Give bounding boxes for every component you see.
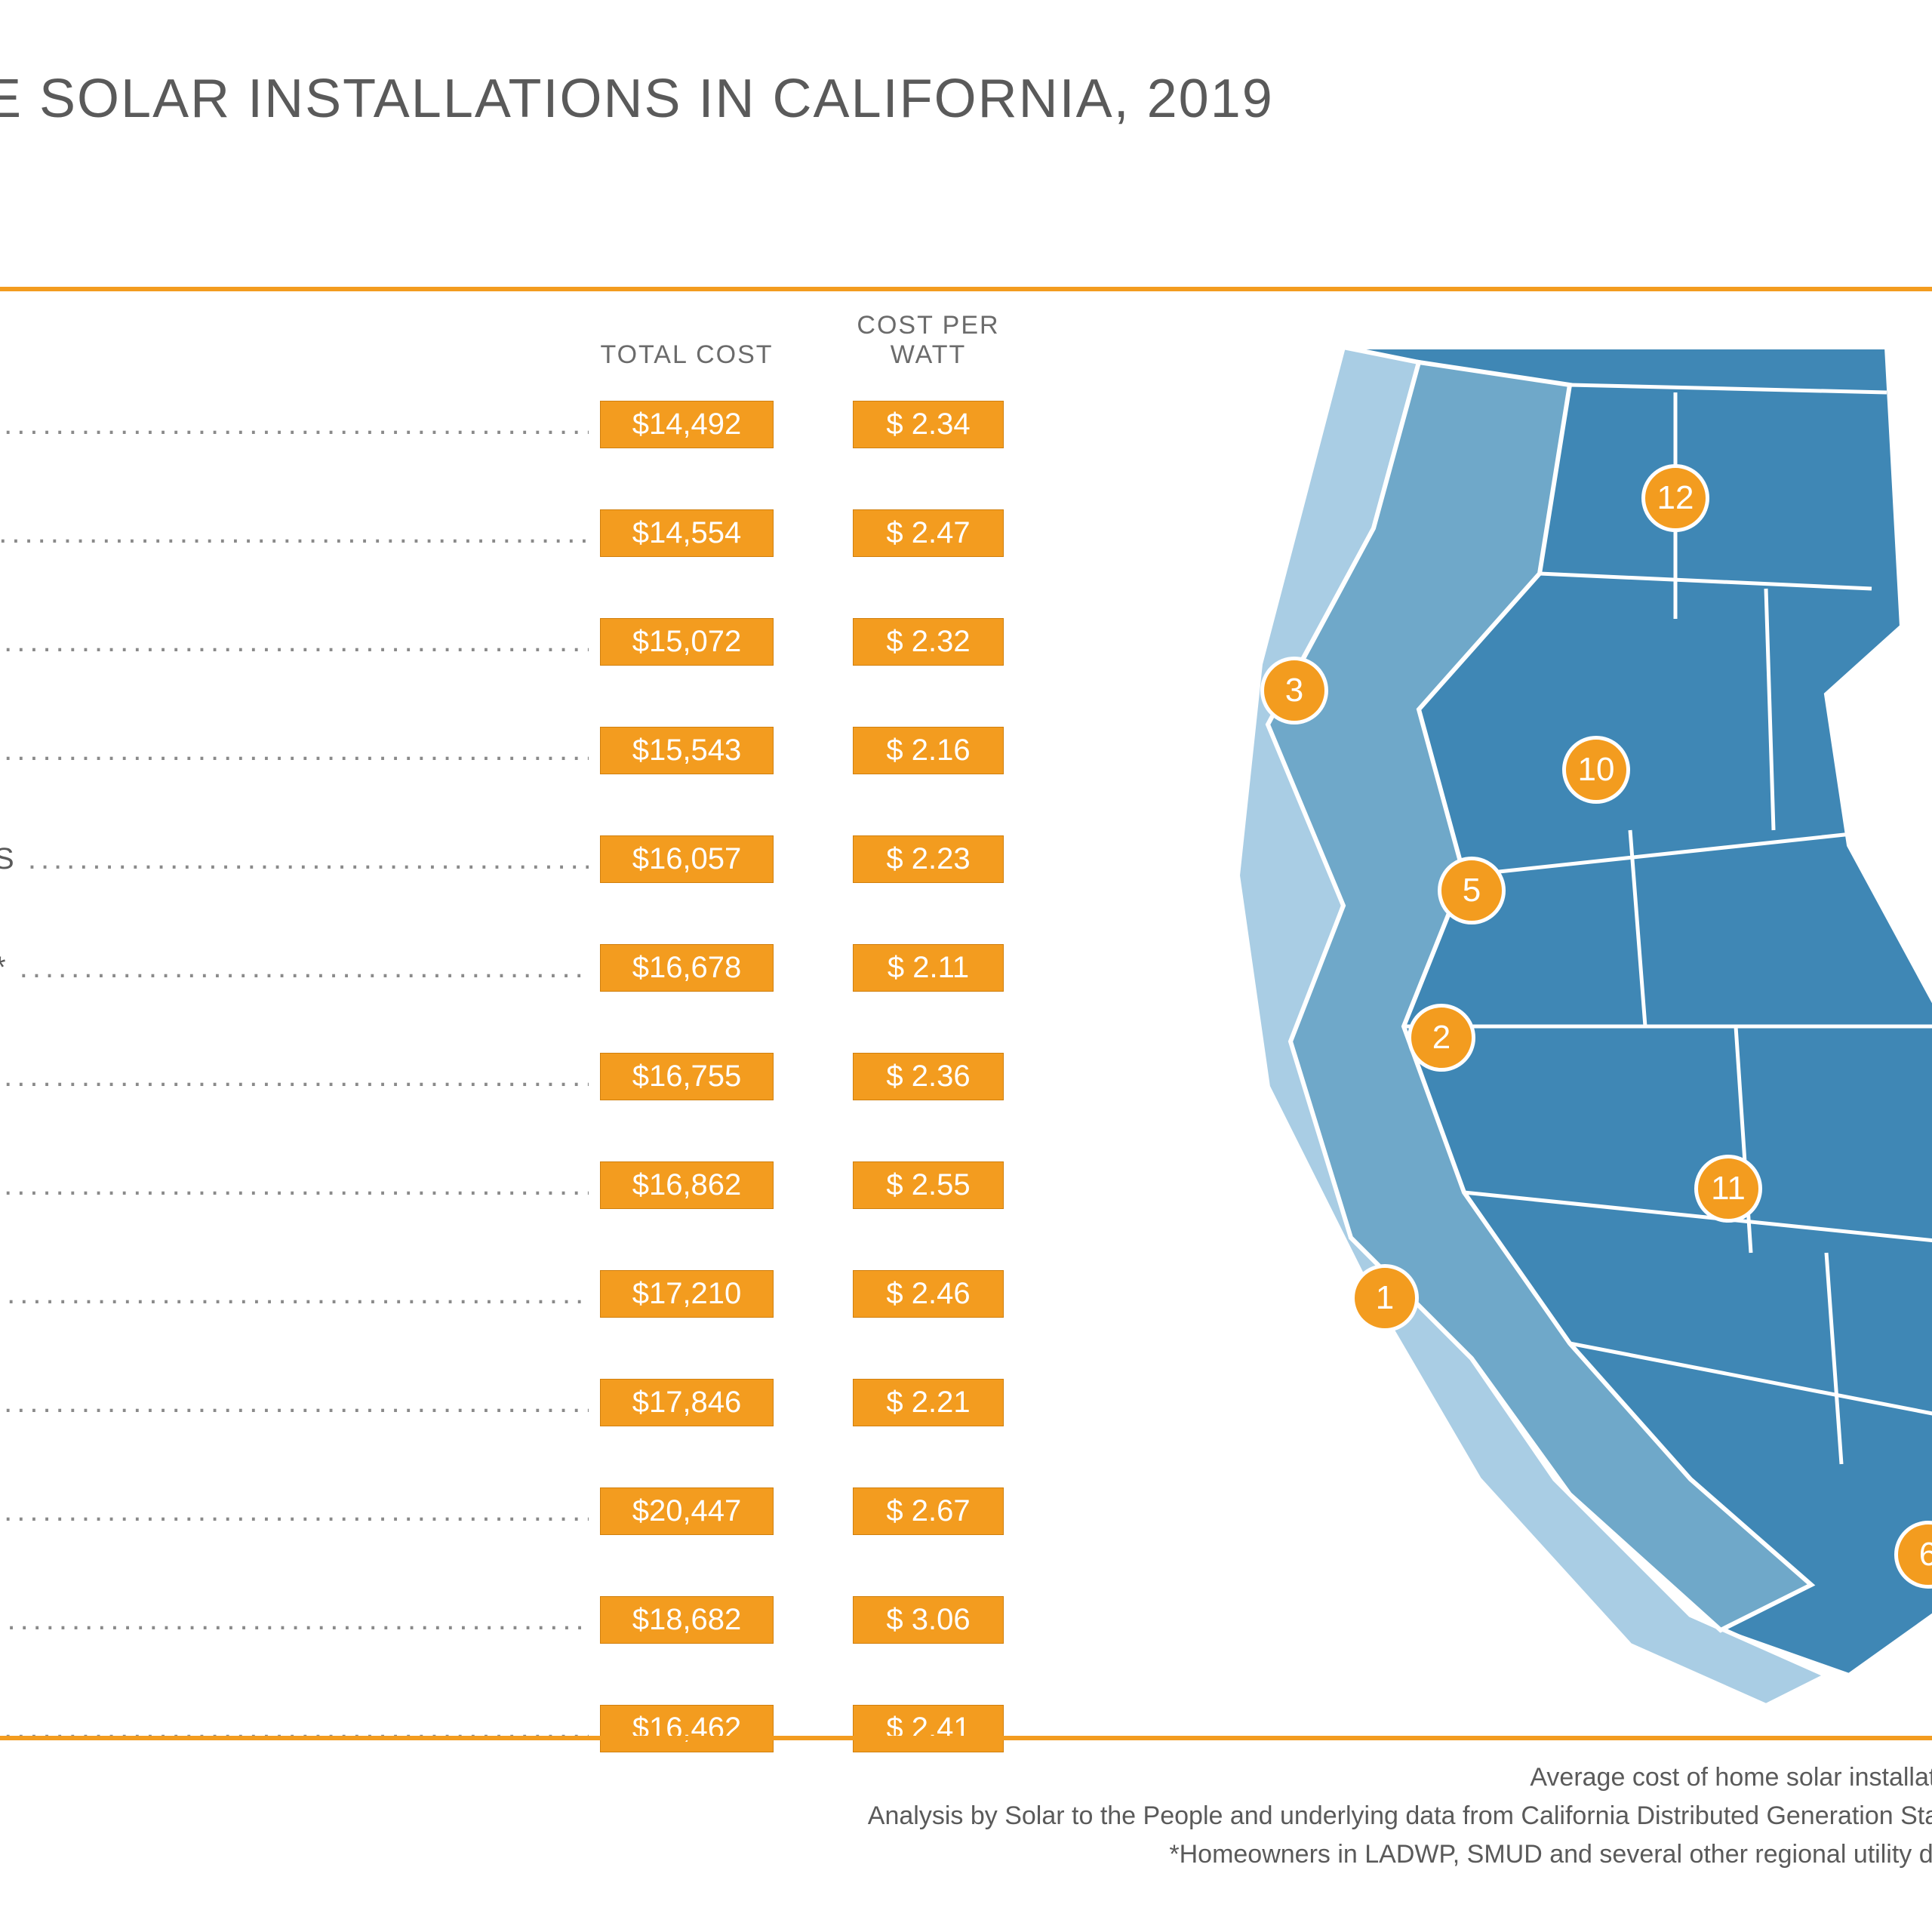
cost-per-watt-cell: $ 2.34 bbox=[815, 401, 1041, 448]
total-cost-value: $16,462 bbox=[600, 1705, 774, 1752]
cost-per-watt-value: $ 2.36 bbox=[853, 1053, 1004, 1100]
table-row: $16,755 $ 2.36 bbox=[0, 1022, 1041, 1131]
footnote-line: Analysis by Solar to the People and unde… bbox=[868, 1797, 1932, 1835]
region-label bbox=[0, 408, 589, 441]
cost-per-watt-value: $ 2.67 bbox=[853, 1487, 1004, 1535]
cost-per-watt-value: $ 2.55 bbox=[853, 1161, 1004, 1209]
divider-bottom bbox=[0, 1736, 1932, 1740]
cost-per-watt-cell: $ 2.46 bbox=[815, 1270, 1041, 1318]
total-cost-value: $20,447 bbox=[600, 1487, 774, 1535]
region-label: TA / CASCADES bbox=[0, 1603, 589, 1637]
map-marker[interactable]: 11 bbox=[1694, 1155, 1762, 1223]
table-row: $14,492 $ 2.34 bbox=[0, 370, 1041, 478]
map-marker[interactable]: 2 bbox=[1407, 1004, 1475, 1072]
total-cost-cell: $16,862 bbox=[589, 1161, 785, 1209]
region-label bbox=[0, 1060, 589, 1094]
map-marker[interactable]: 5 bbox=[1438, 857, 1506, 924]
total-cost-value: $17,210 bbox=[600, 1270, 774, 1318]
region-label bbox=[0, 734, 589, 768]
cost-per-watt-cell: $ 2.55 bbox=[815, 1161, 1041, 1209]
table-row: $17,846 $ 2.21 bbox=[0, 1348, 1041, 1457]
total-cost-cell: $15,072 bbox=[589, 618, 785, 666]
cost-per-watt-cell: $ 3.06 bbox=[815, 1596, 1041, 1644]
footnote-line: *Homeowners in LADWP, SMUD and several o… bbox=[868, 1835, 1932, 1874]
total-cost-cell: $14,492 bbox=[589, 401, 785, 448]
col-cost-per-watt: COST PER WATT bbox=[815, 311, 1041, 370]
total-cost-value: $15,072 bbox=[600, 618, 774, 666]
cost-per-watt-value: $ 2.34 bbox=[853, 401, 1004, 448]
cost-per-watt-cell: $ 2.32 bbox=[815, 618, 1041, 666]
cost-per-watt-value: $ 2.11 bbox=[853, 944, 1004, 992]
table-row: AREA $14,554 $ 2.47 bbox=[0, 478, 1041, 587]
total-cost-cell: $15,543 bbox=[589, 727, 785, 774]
total-cost-value: $16,755 bbox=[600, 1053, 774, 1100]
map-marker[interactable]: 10 bbox=[1562, 736, 1630, 804]
total-cost-value: $18,682 bbox=[600, 1596, 774, 1644]
table-row: $15,072 $ 2.32 bbox=[0, 587, 1041, 696]
cost-per-watt-value: $ 2.16 bbox=[853, 727, 1004, 774]
table-row: LANO COUNTIES $16,057 $ 2.23 bbox=[0, 804, 1041, 913]
cost-per-watt-value: $ 3.06 bbox=[853, 1596, 1004, 1644]
total-cost-value: $15,543 bbox=[600, 727, 774, 774]
table-row: $16,862 $ 2.55 bbox=[0, 1131, 1041, 1239]
total-cost-cell: $17,846 bbox=[589, 1379, 785, 1426]
region-label bbox=[0, 625, 589, 659]
cost-per-watt-value: $ 2.32 bbox=[853, 618, 1004, 666]
cost-table: TOTAL COST COST PER WATT $14,492 $ 2.34 AR… bbox=[0, 317, 1041, 1783]
total-cost-cell: $16,462 bbox=[589, 1705, 785, 1752]
map-marker[interactable]: 1 bbox=[1351, 1264, 1419, 1332]
region-label bbox=[0, 1386, 589, 1420]
cost-per-watt-cell: $ 2.23 bbox=[815, 835, 1041, 883]
cost-per-watt-cell: $ 2.21 bbox=[815, 1379, 1041, 1426]
cost-per-watt-cell: $ 2.47 bbox=[815, 509, 1041, 557]
total-cost-cell: $16,755 bbox=[589, 1053, 785, 1100]
region-label: LANO COUNTIES bbox=[0, 842, 589, 876]
map-marker[interactable]: 3 bbox=[1260, 657, 1328, 724]
cost-per-watt-value: $ 2.23 bbox=[853, 835, 1004, 883]
region-label bbox=[0, 1168, 589, 1202]
table-row: TA / CASCADES $18,682 $ 3.06 bbox=[0, 1565, 1041, 1674]
divider-top bbox=[0, 287, 1932, 291]
total-cost-cell: $18,682 bbox=[589, 1596, 785, 1644]
table-row: NLAND EMPIRE $17,210 $ 2.46 bbox=[0, 1239, 1041, 1348]
table-row: $20,447 $ 2.67 bbox=[0, 1457, 1041, 1565]
cost-per-watt-cell: $ 2.41 bbox=[815, 1705, 1041, 1752]
cost-per-watt-value: $ 2.46 bbox=[853, 1270, 1004, 1318]
total-cost-value: $17,846 bbox=[600, 1379, 774, 1426]
cost-per-watt-value: $ 2.21 bbox=[853, 1379, 1004, 1426]
total-cost-value: $16,057 bbox=[600, 835, 774, 883]
footnotes: Average cost of home solar installations… bbox=[868, 1758, 1932, 1874]
table-row: $15,543 $ 2.16 bbox=[0, 696, 1041, 804]
cost-per-watt-cell: $ 2.16 bbox=[815, 727, 1041, 774]
total-cost-cell: $16,057 bbox=[589, 835, 785, 883]
cost-per-watt-value: $ 2.47 bbox=[853, 509, 1004, 557]
total-cost-value: $14,492 bbox=[600, 401, 774, 448]
cost-per-watt-cell: $ 2.11 bbox=[815, 944, 1041, 992]
col-total-cost: TOTAL COST bbox=[589, 340, 785, 370]
total-cost-cell: $20,447 bbox=[589, 1487, 785, 1535]
total-cost-value: $16,678 bbox=[600, 944, 774, 992]
region-label: URA COUNTIES* bbox=[0, 951, 589, 985]
region-label: AREA bbox=[0, 516, 589, 550]
total-cost-cell: $16,678 bbox=[589, 944, 785, 992]
total-cost-value: $14,554 bbox=[600, 509, 774, 557]
page-title: OF HOME SOLAR INSTALLATIONS IN CALIFORNI… bbox=[0, 68, 1274, 130]
footnote-line: Average cost of home solar installations… bbox=[868, 1758, 1932, 1797]
total-cost-cell: $17,210 bbox=[589, 1270, 785, 1318]
table-row: URA COUNTIES* $16,678 $ 2.11 bbox=[0, 913, 1041, 1022]
map-marker[interactable]: 12 bbox=[1641, 464, 1709, 532]
table-header: TOTAL COST COST PER WATT bbox=[0, 317, 1041, 370]
total-cost-value: $16,862 bbox=[600, 1161, 774, 1209]
region-label: NLAND EMPIRE bbox=[0, 1277, 589, 1311]
total-cost-cell: $14,554 bbox=[589, 509, 785, 557]
california-map: 12310521116 bbox=[1147, 302, 1932, 1736]
map-svg bbox=[1147, 302, 1932, 1736]
cost-per-watt-cell: $ 2.67 bbox=[815, 1487, 1041, 1535]
cost-per-watt-cell: $ 2.36 bbox=[815, 1053, 1041, 1100]
region-label bbox=[0, 1494, 589, 1528]
cost-per-watt-value: $ 2.41 bbox=[853, 1705, 1004, 1752]
